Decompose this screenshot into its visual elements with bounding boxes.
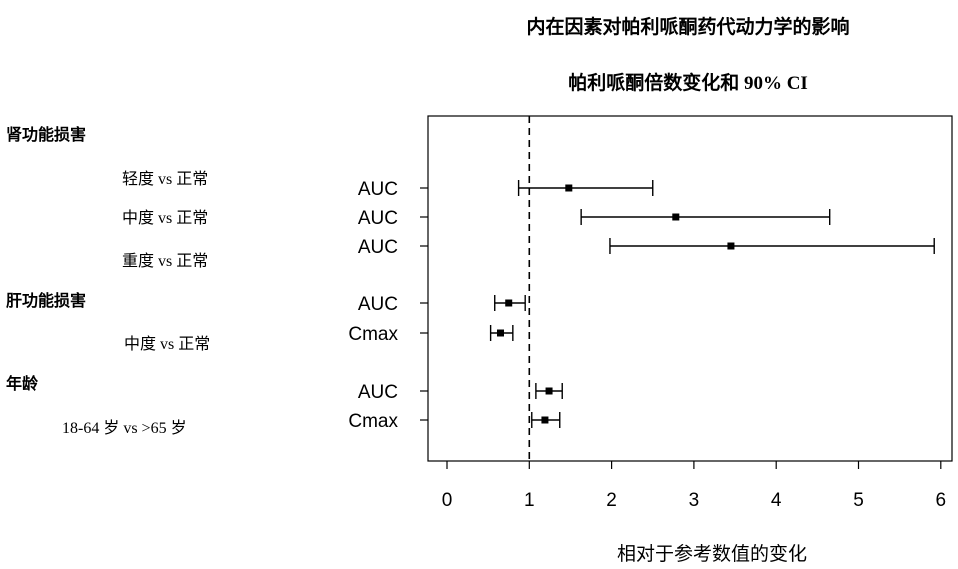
row-param-label-0: AUC bbox=[358, 179, 398, 200]
row-param-label-3: AUC bbox=[358, 294, 398, 315]
group-label-renal: 肾功能损害 bbox=[6, 125, 86, 144]
x-tick-label-3: 3 bbox=[689, 490, 700, 511]
subgroup-label-renal-mild: 轻度 vs 正常 bbox=[122, 170, 208, 188]
group-label-age: 年龄 bbox=[6, 374, 39, 393]
x-tick-label-2: 2 bbox=[606, 490, 617, 511]
chart-subtitle: 帕利哌酮倍数变化和 90% CI bbox=[568, 71, 808, 94]
point-estimate-1 bbox=[672, 213, 680, 221]
point-estimate-5 bbox=[545, 387, 553, 395]
point-estimate-4 bbox=[496, 329, 504, 337]
row-param-label-6: Cmax bbox=[348, 411, 398, 432]
row-param-label-5: AUC bbox=[358, 382, 398, 403]
x-tick-label-4: 4 bbox=[771, 490, 782, 511]
subgroup-label-renal-severe: 重度 vs 正常 bbox=[122, 252, 208, 270]
x-tick-label-1: 1 bbox=[524, 490, 535, 511]
subgroup-label-renal-moderate: 中度 vs 正常 bbox=[122, 209, 208, 227]
subgroup-label-age: 18-64 岁 vs >65 岁 bbox=[62, 419, 187, 437]
row-param-label-1: AUC bbox=[358, 208, 398, 229]
x-axis-label: 相对于参考数值的变化 bbox=[617, 543, 807, 565]
point-estimate-3 bbox=[505, 299, 513, 307]
point-estimate-0 bbox=[565, 184, 573, 192]
x-tick-label-0: 0 bbox=[442, 490, 453, 511]
plot-frame bbox=[427, 115, 953, 462]
group-label-hepatic: 肝功能损害 bbox=[6, 291, 86, 310]
row-param-label-4: Cmax bbox=[348, 324, 398, 345]
subgroup-label-hepatic-moderate: 中度 vs 正常 bbox=[124, 335, 210, 353]
x-tick-label-5: 5 bbox=[853, 490, 864, 511]
point-estimate-6 bbox=[541, 416, 549, 424]
row-param-label-2: AUC bbox=[358, 237, 398, 258]
point-estimate-2 bbox=[727, 242, 735, 250]
x-tick-label-6: 6 bbox=[936, 490, 947, 511]
chart-title: 内在因素对帕利哌酮药代动力学的影响 bbox=[526, 15, 849, 38]
